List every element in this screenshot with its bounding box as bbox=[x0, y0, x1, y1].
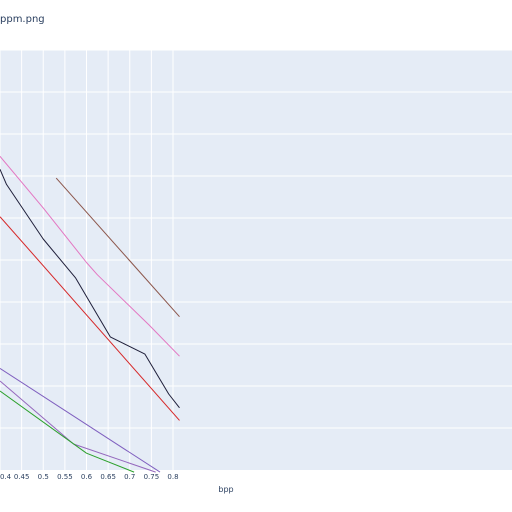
series-lines bbox=[0, 155, 180, 473]
y-gridlines bbox=[0, 49, 512, 429]
series-line-2 bbox=[0, 155, 180, 357]
x-tick-label: 0.4 bbox=[0, 473, 12, 481]
series-line-4 bbox=[0, 216, 180, 421]
x-axis-title: bpp bbox=[218, 485, 233, 494]
series-line-5 bbox=[0, 367, 161, 473]
x-tick-label: 0.5 bbox=[38, 473, 49, 481]
x-tick-labels: 0.4 0.45 0.5 0.55 0.6 0.65 0.7 0.75 0.8 bbox=[0, 473, 179, 481]
series-line-1 bbox=[55, 177, 180, 318]
x-tick-label: 0.7 bbox=[124, 473, 135, 481]
x-tick-label: 0.6 bbox=[81, 473, 93, 481]
chart-title: ppm.png bbox=[0, 14, 45, 25]
x-tick-label: 0.65 bbox=[100, 473, 116, 481]
series-line-7 bbox=[0, 390, 135, 473]
x-tick-label: 0.55 bbox=[57, 473, 73, 481]
x-tick-label: 0.8 bbox=[167, 473, 178, 481]
series-line-3 bbox=[0, 169, 180, 409]
x-tick-label: 0.45 bbox=[14, 473, 30, 481]
x-tick-label: 0.75 bbox=[144, 473, 160, 481]
